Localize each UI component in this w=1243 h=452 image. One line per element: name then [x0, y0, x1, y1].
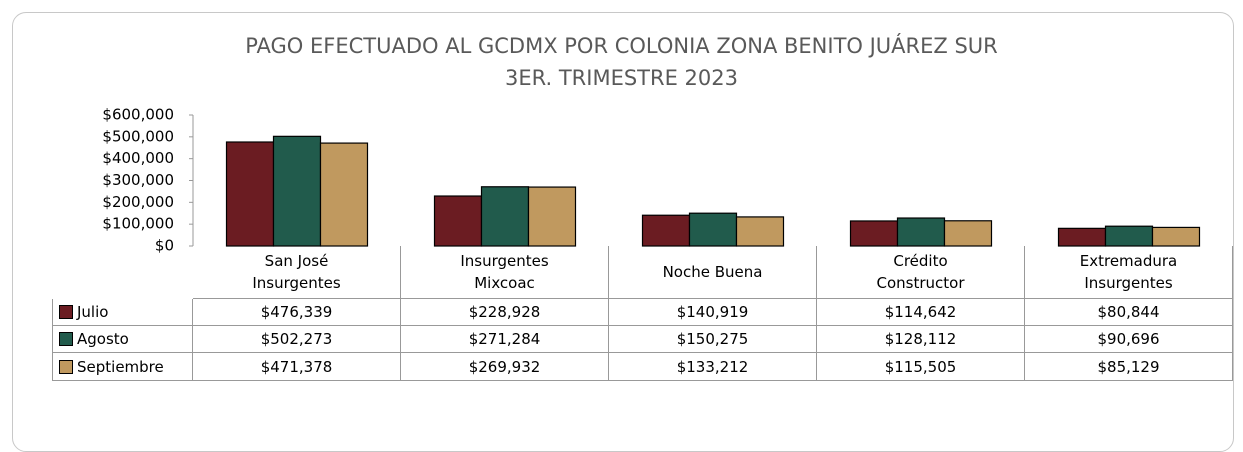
data-label: $114,642	[817, 299, 1025, 326]
chart: $0 $100,000 $200,000 $300,000 $400,000 $500,0…	[102, 106, 1201, 255]
data-label: $128,112	[817, 326, 1025, 353]
bar	[641, 214, 691, 247]
data-label: $476,339	[193, 299, 401, 326]
bar	[849, 220, 899, 247]
data-label: $133,212	[609, 353, 817, 381]
legend-entry: Julio	[52, 299, 193, 326]
legend-swatch	[59, 305, 73, 319]
y-tick-label: $200,000	[102, 193, 174, 211]
y-tick-label: $100,000	[102, 215, 174, 233]
y-tick-label: $300,000	[102, 171, 174, 189]
bar	[272, 135, 322, 247]
data-label: $271,284	[401, 326, 609, 353]
legend-swatch	[59, 359, 73, 374]
bar	[896, 217, 946, 247]
legend-label: Julio	[77, 303, 109, 321]
data-label: $228,928	[401, 299, 609, 326]
data-label: $80,844	[1025, 299, 1233, 326]
y-tick-label: $600,000	[102, 106, 174, 124]
y-tick-label: $400,000	[102, 149, 174, 167]
data-label: $90,696	[1025, 326, 1233, 353]
data-label: $502,273	[193, 326, 401, 353]
data-label: $85,129	[1025, 353, 1233, 381]
bar	[688, 212, 738, 247]
bar	[480, 186, 530, 247]
legend-entry: Septiembre	[52, 353, 193, 381]
y-tick-label: $500,000	[102, 127, 174, 145]
page: PAGO EFECTUADO AL GCDMX POR COLONIA ZONA…	[12, 12, 1234, 452]
x-tick-label: Insurgentes Mixcoac	[401, 246, 609, 299]
bar	[943, 220, 993, 247]
x-tick-label: Noche Buena	[609, 246, 817, 299]
table-corner	[52, 246, 193, 299]
data-label: $115,505	[817, 353, 1025, 381]
bar	[225, 141, 275, 247]
bar	[1057, 227, 1107, 247]
bar	[1151, 226, 1201, 247]
bar	[433, 195, 483, 247]
y-tick-label: $0	[155, 237, 174, 255]
data-label: $269,932	[401, 353, 609, 381]
legend-label: Septiembre	[77, 357, 164, 376]
legend-swatch	[59, 332, 73, 346]
bar	[527, 186, 577, 247]
data-table: San José Insurgentes Insurgentes Mixcoac N…	[52, 246, 1233, 381]
data-label: $150,275	[609, 326, 817, 353]
chart-title: PAGO EFECTUADO AL GCDMX POR COLONIA ZONA…	[245, 34, 998, 90]
legend-label: Agosto	[77, 330, 129, 348]
x-tick-label: San José Insurgentes	[193, 246, 401, 299]
data-label: $471,378	[193, 353, 401, 381]
bar	[735, 216, 785, 247]
x-tick-label: Extremadura Insurgentes	[1025, 246, 1233, 299]
bar	[1104, 225, 1154, 247]
legend-entry: Agosto	[52, 326, 193, 353]
data-label: $140,919	[609, 299, 817, 326]
bar	[319, 142, 369, 247]
x-tick-label: Crédito Constructor	[817, 246, 1025, 299]
